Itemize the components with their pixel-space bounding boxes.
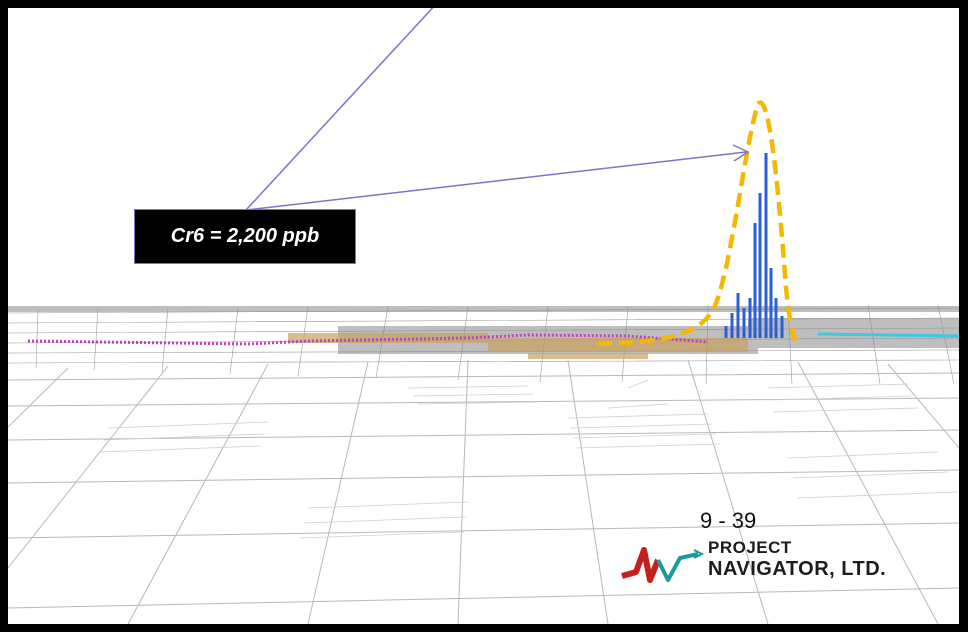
logo-text-line1: PROJECT [708,538,792,557]
concentration-callout: Cr6 = 2,200 ppb [134,209,356,264]
map-perspective [8,8,959,624]
cyan-pipeline [817,332,959,338]
parcel-grid [8,359,959,624]
arrowhead [732,144,750,162]
dense-parcel-fill [8,306,959,354]
concentration-bars [724,153,784,338]
slide-page-number: 9 - 39 [700,508,757,533]
company-logo: PROJECT NAVIGATOR, LTD. [618,536,948,596]
callout-label: Cr6 = 2,200 ppb [170,225,320,247]
callout-pointer-up [245,8,434,211]
plume-outline [597,100,800,348]
logo-text-line2: NAVIGATOR, LTD. [708,558,887,580]
purple-pipeline [27,333,709,346]
sub-parcels [99,379,959,539]
map-scene: Cr6 = 2,200 ppb 9 - 39 PROJECT NAVIGATOR… [8,8,959,624]
logo-mark-icon [621,547,705,583]
callout-pointer-peak [245,151,747,211]
